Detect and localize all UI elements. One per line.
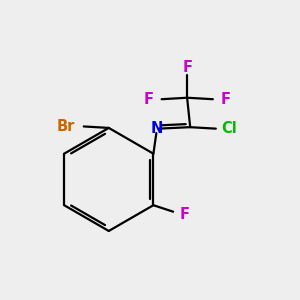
Text: Cl: Cl (222, 121, 238, 136)
Text: F: F (220, 92, 230, 107)
Text: N: N (150, 121, 163, 136)
Text: Br: Br (56, 119, 75, 134)
Text: F: F (144, 92, 154, 107)
Text: F: F (182, 60, 192, 75)
Text: F: F (180, 206, 190, 221)
